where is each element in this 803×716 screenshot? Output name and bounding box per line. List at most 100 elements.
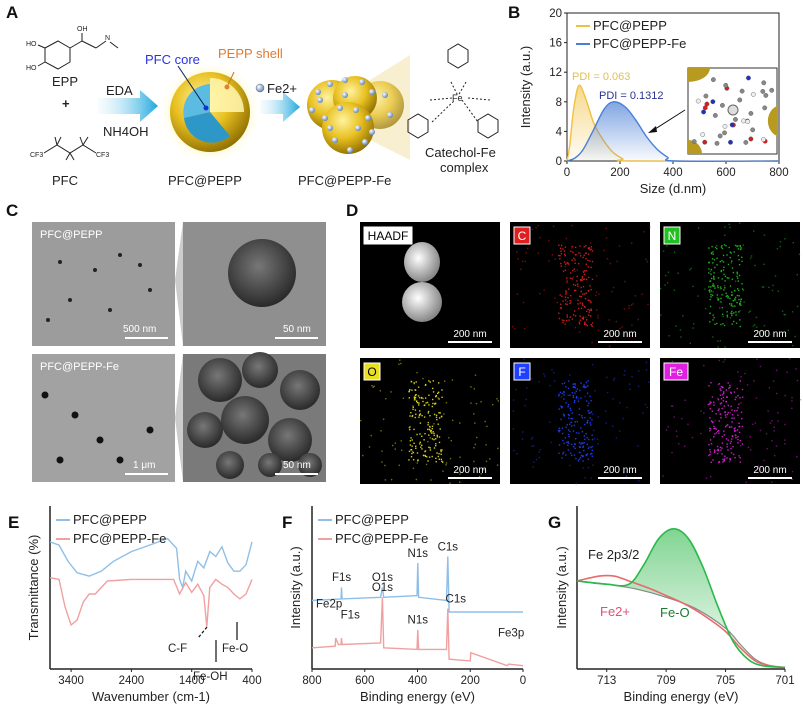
nanoparticle <box>116 456 124 464</box>
signal-dot <box>731 323 733 325</box>
signal-dot <box>682 315 684 317</box>
signal-dot <box>711 396 714 398</box>
signal-dot <box>585 245 587 247</box>
signal-dot <box>736 409 738 412</box>
signal-dot <box>724 358 726 361</box>
atom <box>748 136 754 142</box>
signal-dot <box>409 444 412 446</box>
signal-dot <box>788 358 791 360</box>
signal-dot <box>584 278 586 280</box>
signal-dot <box>435 414 438 416</box>
signal-dot <box>413 383 415 385</box>
signal-dot <box>574 447 576 450</box>
signal-dot <box>722 396 725 399</box>
signal-dot <box>719 446 722 449</box>
signal-dot <box>739 245 741 248</box>
signal-dot <box>581 415 583 417</box>
series-area <box>567 101 779 162</box>
signal-dot <box>565 402 567 404</box>
signal-dot <box>708 454 710 457</box>
signal-dot <box>679 329 682 331</box>
signal-dot <box>566 279 568 281</box>
signal-dot <box>559 307 562 309</box>
signal-dot <box>581 275 584 278</box>
signal-dot <box>624 370 626 372</box>
signal-dot <box>741 425 744 428</box>
signal-dot <box>561 432 564 435</box>
signal-dot <box>432 402 434 405</box>
signal-dot <box>578 263 580 265</box>
signal-dot <box>436 452 438 454</box>
signal-dot <box>560 250 562 252</box>
signal-dot <box>735 311 737 313</box>
signal-dot <box>748 311 750 313</box>
signal-dot <box>573 454 576 456</box>
signal-dot <box>622 417 624 420</box>
signal-dot <box>726 413 729 416</box>
signal-dot <box>715 428 717 430</box>
signal-dot <box>425 463 428 466</box>
signal-dot <box>538 381 540 383</box>
signal-dot <box>575 397 578 399</box>
signal-dot <box>573 401 576 403</box>
signal-dot <box>549 384 551 387</box>
signal-dot <box>570 300 572 302</box>
signal-dot <box>420 446 422 448</box>
y-tick-label: 8 <box>556 97 562 109</box>
signal-dot <box>578 458 581 460</box>
signal-dot <box>553 380 556 382</box>
nanoparticle <box>221 396 269 444</box>
ann-feo: Fe-O <box>222 643 248 655</box>
signal-dot <box>558 254 560 257</box>
signal-dot <box>590 324 593 326</box>
fe-ion-dot <box>347 147 353 153</box>
signal-dot <box>583 423 586 426</box>
signal-dot <box>648 381 650 383</box>
signal-dot <box>775 445 778 447</box>
signal-dot <box>710 296 712 298</box>
signal-dot <box>603 249 605 252</box>
signal-dot <box>473 447 475 449</box>
signal-dot <box>739 222 741 224</box>
signal-dot <box>572 283 575 286</box>
signal-dot <box>559 391 562 394</box>
signal-dot <box>591 445 593 448</box>
signal-dot <box>590 308 592 310</box>
signal-dot <box>583 246 585 248</box>
signal-dot <box>567 387 570 389</box>
signal-dot <box>729 297 731 300</box>
signal-dot <box>721 294 723 296</box>
signal-dot <box>440 449 442 451</box>
x-tick-label: 400 <box>408 675 427 687</box>
signal-dot <box>733 251 735 253</box>
signal-dot <box>583 254 585 256</box>
signal-dot <box>410 449 413 451</box>
signal-dot <box>582 445 585 448</box>
signal-dot <box>732 305 734 307</box>
signal-dot <box>410 456 413 458</box>
signal-dot <box>578 331 581 333</box>
signal-dot <box>725 438 728 440</box>
signal-dot <box>563 415 565 417</box>
signal-dot <box>726 316 729 318</box>
signal-dot <box>673 251 676 253</box>
signal-dot <box>589 412 591 414</box>
signal-dot <box>409 415 411 417</box>
map-tag: F <box>518 365 525 379</box>
signal-dot <box>717 298 720 300</box>
signal-dot <box>516 453 518 455</box>
signal-dot <box>704 288 706 290</box>
nanoparticle <box>93 268 97 272</box>
atom-n: N <box>105 35 110 42</box>
signal-dot <box>739 319 741 321</box>
y-tick-label: 12 <box>549 67 562 79</box>
signal-dot <box>597 314 599 317</box>
signal-dot <box>579 245 581 247</box>
signal-dot <box>586 419 589 422</box>
signal-dot <box>738 289 740 292</box>
map-tag-box <box>513 226 531 245</box>
signal-dot <box>438 417 441 419</box>
signal-dot <box>713 259 716 261</box>
signal-dot <box>637 385 640 387</box>
signal-dot <box>592 464 594 466</box>
